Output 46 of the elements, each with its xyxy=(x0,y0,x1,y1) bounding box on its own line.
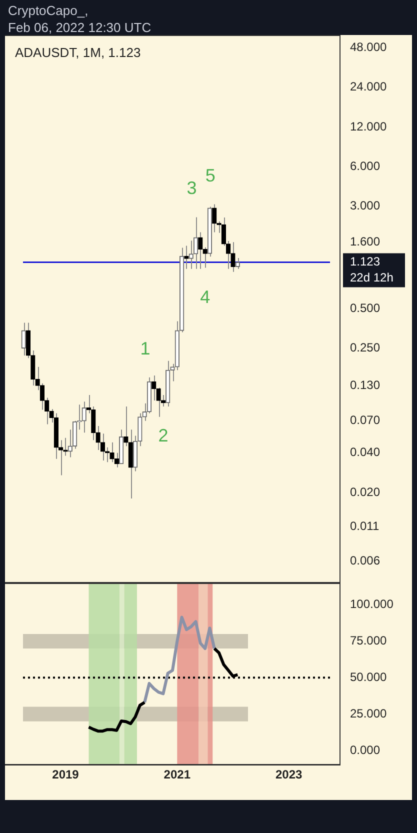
candlestick xyxy=(26,322,31,359)
y-tick-label: 25.000 xyxy=(350,706,388,720)
y-tick-label: 0.070 xyxy=(350,413,380,428)
y-tick-label: 100.000 xyxy=(350,597,394,612)
text: ADAUSDT, 1M, 1.123 xyxy=(15,45,141,60)
y-tick-label: 0.040 xyxy=(350,445,380,460)
candlestick xyxy=(58,440,64,476)
y-tick-label: 3.000 xyxy=(350,198,380,212)
candlestick xyxy=(152,374,156,401)
y-tick-label: 6.000 xyxy=(350,158,380,173)
text: 22d 12h xyxy=(350,270,394,285)
candlestick xyxy=(82,401,86,434)
y-tick-label: 0.011 xyxy=(350,518,380,533)
y-tick-label: 0.250 xyxy=(350,340,380,354)
candlestick xyxy=(212,204,217,233)
candlestick xyxy=(21,322,26,356)
candlestick xyxy=(193,216,198,270)
candlestick xyxy=(235,258,240,270)
text: CryptoCapo_, xyxy=(8,2,90,19)
y-tick-label: 0.500 xyxy=(350,300,380,315)
annotation: 4 xyxy=(200,286,210,307)
x-tick-label: 2021 xyxy=(164,768,191,782)
y-tick-label: 0.020 xyxy=(350,484,380,499)
annotation: 1 xyxy=(140,338,150,358)
candlestick xyxy=(44,397,50,425)
y-tick-label: 75.000 xyxy=(350,634,388,648)
x-tick-label: 2019 xyxy=(52,768,80,782)
y-tick-label: 1.600 xyxy=(350,234,380,248)
annotation: 5 xyxy=(205,165,216,186)
annotation: 2 xyxy=(158,425,168,446)
y-tick-label: 0.006 xyxy=(350,554,380,568)
candlestick xyxy=(198,232,203,270)
candlestick xyxy=(230,242,236,272)
y-tick-label: 50.000 xyxy=(350,670,388,684)
y-tick-label: 0.000 xyxy=(350,742,380,757)
y-tick-label: 12.000 xyxy=(350,119,388,134)
annotation: Feb 06, 2022 12:30 UTC xyxy=(8,19,152,36)
candlestick xyxy=(184,245,189,270)
y-tick-label: 48.000 xyxy=(350,40,388,54)
annotation: 3 xyxy=(186,178,197,198)
candlestick xyxy=(30,350,36,386)
ref-line-label: 1.123 xyxy=(350,254,380,269)
y-tick-label: 24.000 xyxy=(350,80,388,94)
y-tick-label: 0.130 xyxy=(350,378,380,392)
candlestick xyxy=(110,442,114,463)
x-tick-label: 2023 xyxy=(275,768,302,782)
